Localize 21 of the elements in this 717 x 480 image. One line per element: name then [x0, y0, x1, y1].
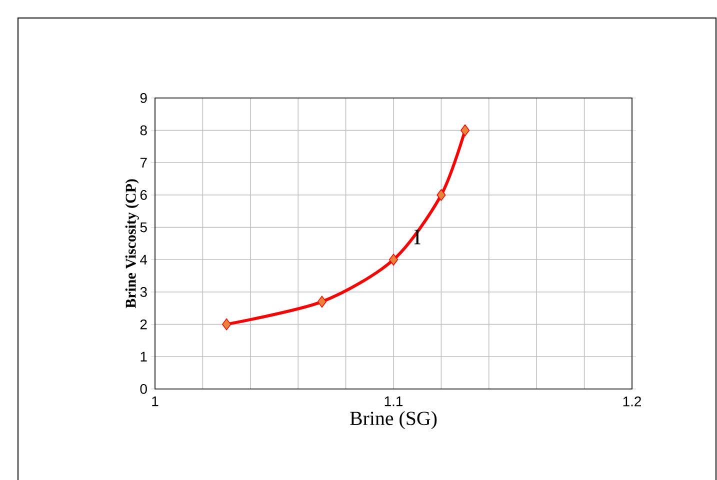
y-tick-label: 5: [140, 222, 147, 232]
point: [436, 189, 446, 201]
y-tick-label: 3: [140, 287, 147, 297]
point: [222, 318, 232, 330]
x-tick-label: 1.2: [623, 396, 642, 406]
y-tick-label: 7: [140, 158, 147, 168]
y-tick-label: 8: [140, 125, 147, 136]
y-tick-label: 9: [140, 93, 147, 103]
y-tick-label: 4: [140, 254, 148, 264]
point: [460, 124, 470, 136]
point: [388, 254, 398, 266]
point: [317, 296, 326, 308]
x-axis-title: Brine (SG): [350, 411, 437, 430]
y-tick-label: 6: [140, 190, 147, 200]
annotation: I: [414, 230, 420, 244]
y-tick-label: 1: [140, 352, 147, 362]
y-tick-label: 0: [140, 384, 147, 394]
y-axis-title: Brine Viscosity (CP): [125, 179, 139, 308]
x-tick-label: 1: [152, 396, 158, 406]
y-tick-label: 2: [140, 319, 147, 330]
x-tick-label: 1.1: [384, 396, 403, 406]
